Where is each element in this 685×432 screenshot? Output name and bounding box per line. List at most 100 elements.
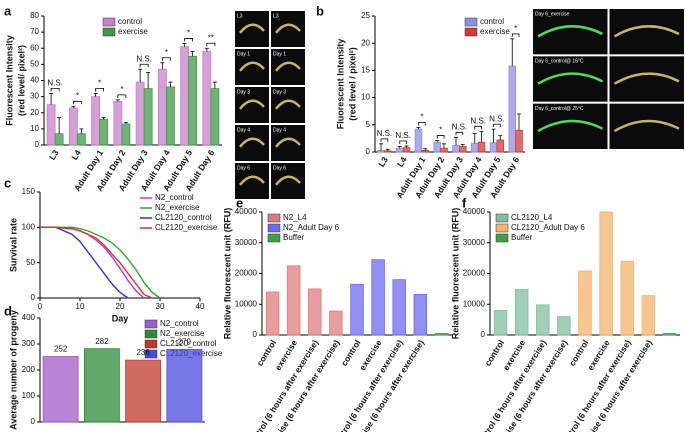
worm	[613, 25, 680, 38]
bar	[371, 259, 385, 336]
y-tick-label: 20000	[463, 269, 486, 278]
survival-line	[40, 226, 129, 299]
bar	[286, 265, 301, 336]
y-tick-label: 300	[22, 339, 36, 348]
bar	[402, 147, 411, 153]
image-label: Day 6	[273, 165, 286, 171]
bar	[188, 55, 198, 146]
significance-bracket	[474, 125, 482, 130]
legend-swatch	[144, 339, 158, 349]
legend-label: CL2120_Adult Day 6	[511, 223, 585, 232]
y-axis-title: Relative fluorescent unit (RFU)	[222, 208, 232, 340]
significance-bracket	[436, 135, 445, 139]
bar	[458, 146, 467, 153]
x-axis-title: Day	[112, 313, 129, 323]
image-label: Day 1	[273, 51, 286, 57]
y-tick-label: 150	[22, 187, 36, 196]
significance: N.S.	[136, 54, 152, 63]
significance: *	[514, 24, 517, 33]
bar	[308, 288, 322, 336]
bar	[452, 145, 460, 153]
bar	[392, 279, 406, 336]
y-tick-label: 20	[361, 38, 370, 47]
image-label: Day 1	[237, 51, 250, 57]
legend-label: N2_control	[160, 319, 199, 328]
y-tick-label: 50	[26, 258, 35, 267]
worm	[239, 137, 265, 148]
panel-letter: d	[4, 303, 12, 318]
bar	[536, 304, 550, 336]
legend-label: N2_Adult Day 6	[283, 223, 340, 232]
significance-bracket	[184, 38, 194, 42]
bar	[210, 88, 220, 146]
significance: N.S.	[489, 114, 505, 123]
bar	[470, 142, 479, 153]
bar	[202, 51, 212, 146]
legend-label: CL2120_exercise	[155, 223, 218, 232]
significance: *	[76, 91, 79, 100]
x-tick-label: 10	[76, 302, 85, 311]
y-axis-title: Survival rate	[8, 218, 18, 272]
bar	[620, 260, 634, 336]
worm	[537, 25, 604, 38]
significance-bracket	[50, 88, 60, 92]
bar	[83, 348, 120, 423]
legend-swatch	[267, 213, 281, 223]
legend-swatch	[144, 319, 158, 329]
image-label: Day 6_control@ 16°C	[535, 59, 584, 65]
significance: *	[420, 113, 423, 122]
worm	[239, 99, 265, 110]
bar	[143, 88, 153, 146]
image-label: Day 4	[237, 127, 250, 133]
value-label: 252	[54, 345, 68, 354]
bar	[68, 107, 78, 146]
bar	[113, 101, 123, 146]
y-tick-label: 50	[30, 59, 39, 68]
bar	[496, 139, 505, 153]
legend-swatch	[495, 213, 509, 223]
worm	[239, 175, 265, 186]
x-tick-label: L4	[395, 155, 409, 169]
y-axis-title: Average number of progeny	[8, 310, 18, 430]
y-axis-title: (red level / pixel²)	[347, 47, 357, 121]
worm	[275, 99, 301, 110]
y-tick-label: 70	[30, 27, 39, 36]
bar	[54, 133, 64, 146]
significance-bracket	[511, 33, 520, 37]
bar	[434, 333, 449, 336]
y-tick-label: 30000	[235, 238, 258, 247]
bar	[125, 359, 162, 423]
bar	[489, 142, 498, 153]
legend-label: control	[480, 17, 504, 26]
worm	[613, 72, 680, 85]
survival-line	[40, 226, 153, 299]
significance: *	[120, 85, 123, 94]
y-axis-title: (red level/ pixel²)	[16, 45, 26, 116]
legend-label: N2_exercise	[155, 203, 200, 212]
significance-bracket	[139, 63, 149, 68]
x-tick-label: 20	[116, 302, 125, 311]
image-label: Day 3	[237, 89, 250, 95]
bar	[477, 141, 486, 153]
survival-line	[40, 226, 145, 299]
bar	[350, 283, 364, 336]
y-tick-label: 25	[361, 11, 370, 20]
worm	[275, 61, 301, 72]
value-label: 282	[95, 337, 109, 346]
image-label: Day 6_control@ 25°C	[535, 106, 584, 112]
legend-label: CL2120_control	[160, 339, 217, 348]
significance-bracket	[72, 100, 82, 105]
significance-bracket	[493, 123, 501, 128]
panel-letter: e	[236, 195, 243, 210]
legend-swatch	[495, 233, 509, 243]
y-tick-label: 100	[22, 391, 36, 400]
significance-bracket	[418, 122, 426, 126]
bar	[433, 141, 442, 153]
y-tick-label: 100	[22, 222, 36, 231]
significance-bracket	[380, 138, 389, 142]
y-tick-label: 0	[31, 293, 36, 302]
legend-label: N2_control	[155, 193, 194, 202]
worm	[275, 175, 301, 186]
image-label: Day 6	[237, 165, 250, 171]
y-tick-label: 30	[30, 92, 39, 101]
